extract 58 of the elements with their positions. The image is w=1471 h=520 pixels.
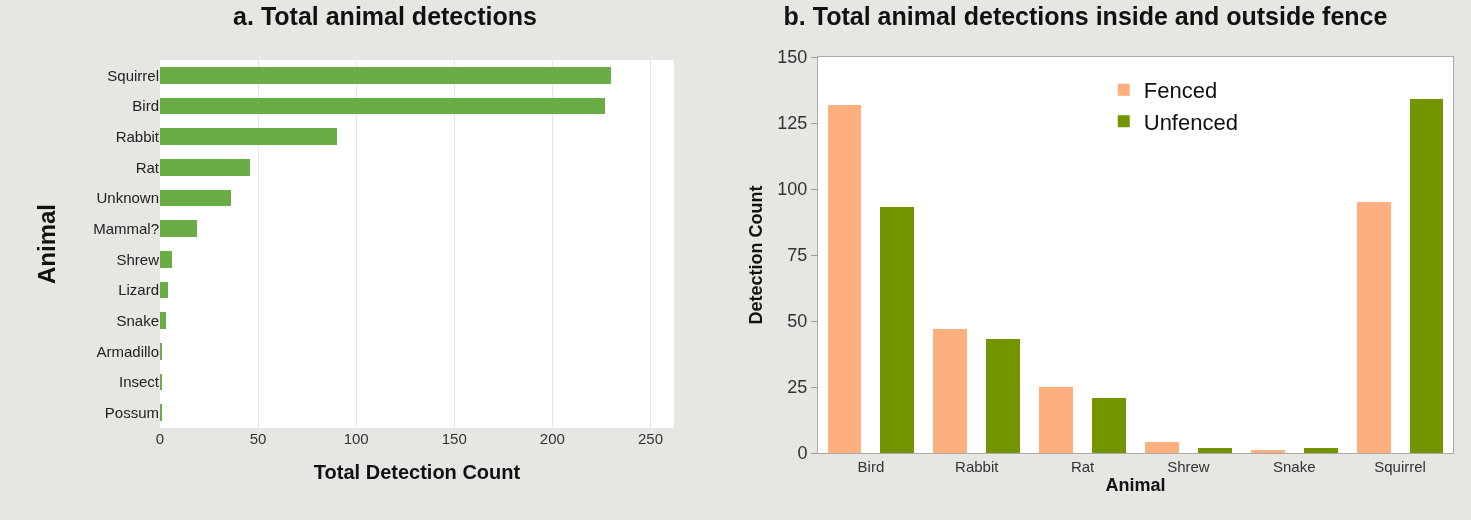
x-axis-title: Animal — [1105, 475, 1166, 496]
y-tick-label: Bird — [132, 97, 159, 115]
x-tick-label: Bird — [857, 458, 885, 475]
bar — [1197, 447, 1232, 453]
bar — [1145, 442, 1179, 453]
y-tick-label: Snake — [116, 311, 159, 329]
bar — [880, 207, 915, 453]
y-axis-title: Detection Count — [745, 185, 766, 325]
bar — [827, 104, 862, 453]
x-tick-label: Rat — [1070, 458, 1096, 475]
y-tick-label: Lizard — [118, 281, 159, 299]
y-tick-label: 25 — [787, 377, 808, 398]
bar — [160, 312, 166, 330]
bar — [986, 339, 1021, 453]
bar — [933, 328, 968, 453]
x-tick-label: Snake — [1272, 458, 1316, 475]
bar — [160, 66, 612, 84]
y-tick-label: Possum — [104, 403, 159, 421]
y-tick-label: 75 — [787, 245, 808, 266]
x-tick-label: 100 — [343, 430, 369, 447]
chart-title: a. Total animal detections — [233, 2, 537, 31]
x-tick-label: Rabbit — [955, 458, 1000, 475]
legend-label: Fenced — [1143, 78, 1218, 104]
bar — [1303, 447, 1338, 453]
chart-title: b. Total animal detections inside and outside fence — [783, 2, 1388, 31]
y-tick-label: 100 — [777, 179, 808, 200]
bar — [160, 128, 337, 146]
bar — [1356, 202, 1391, 453]
legend-label: Unfenced — [1143, 109, 1238, 135]
y-tick-label: Insect — [118, 373, 160, 391]
x-tick-label: 150 — [441, 430, 467, 447]
x-tick-label: Squirrel — [1374, 458, 1426, 475]
y-tick-label: Armadillo — [96, 342, 159, 360]
x-tick-label: 200 — [539, 430, 565, 447]
y-tick-label: Rat — [135, 158, 160, 176]
bar — [160, 158, 251, 176]
y-tick-label: 125 — [777, 113, 808, 134]
y-tick-label: Mammal? — [93, 219, 159, 237]
x-axis-title: Total Detection Count — [313, 460, 521, 483]
y-tick-label: Unknown — [96, 189, 159, 207]
y-tick-label: 150 — [777, 47, 808, 68]
y-tick-label: Squirrel — [107, 66, 159, 84]
y-tick-label: Rabbit — [115, 127, 160, 145]
bar — [1092, 397, 1126, 453]
bar — [160, 189, 231, 207]
bar — [1250, 450, 1285, 453]
bar — [160, 281, 168, 299]
y-tick-label: 50 — [787, 311, 808, 332]
y-tick-label: Shrew — [116, 250, 160, 268]
bar — [160, 97, 606, 115]
bar — [1039, 387, 1074, 453]
y-axis-title: Animal — [33, 203, 61, 285]
bar — [160, 250, 172, 268]
x-tick-label: Shrew — [1167, 458, 1210, 475]
bar — [160, 220, 198, 238]
x-tick-label: 250 — [637, 430, 663, 447]
x-tick-label: 50 — [249, 430, 267, 447]
bar — [1409, 99, 1444, 453]
